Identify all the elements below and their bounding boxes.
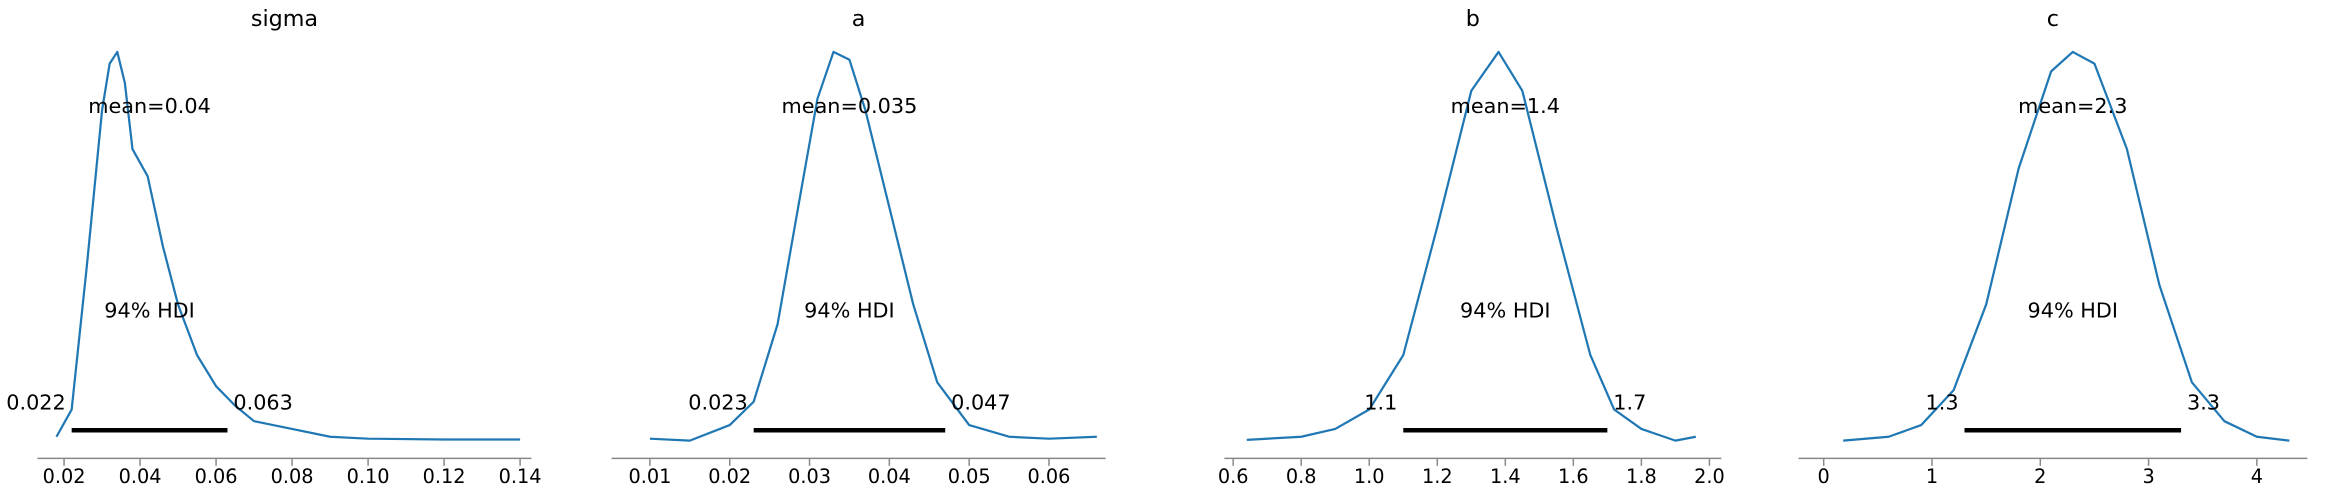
hdi-low-label: 0.022: [6, 391, 65, 415]
hdi-label: 94% HDI: [2028, 299, 2118, 323]
x-tick-label: 0.06: [195, 465, 238, 488]
hdi-high-label: 0.063: [233, 391, 292, 415]
x-tick-label: 2: [2034, 465, 2046, 488]
density-curve: [1246, 50, 1697, 442]
x-tick-label: 0.08: [271, 465, 314, 488]
mean-label: mean=1.4: [1451, 94, 1560, 118]
x-tick-label: 1.8: [1626, 465, 1657, 488]
x-tick-label: 0: [1818, 465, 1830, 488]
x-tick-label: 0.12: [423, 465, 466, 488]
x-tick-label: 3: [2142, 465, 2154, 488]
x-tick-label: 0.14: [499, 465, 542, 488]
panel-title: a: [852, 6, 866, 32]
x-tick-label: 0.10: [347, 465, 390, 488]
density-curve: [1843, 50, 2290, 442]
density-curve: [649, 50, 1097, 442]
hdi-low-label: 0.023: [688, 391, 747, 415]
x-tick-label: 1.4: [1490, 465, 1521, 488]
x-tick-label: 0.04: [119, 465, 162, 488]
x-tick-label: 1.6: [1558, 465, 1589, 488]
panel-title: c: [2047, 6, 2059, 32]
x-tick-label: 0.8: [1286, 465, 1317, 488]
x-tick-label: 4: [2251, 465, 2263, 488]
hdi-label: 94% HDI: [1460, 299, 1551, 323]
hdi-low-label: 1.3: [1926, 391, 1959, 415]
mean-label: mean=2.3: [2018, 94, 2127, 118]
x-tick-label: 0.06: [1028, 465, 1071, 488]
x-tick-label: 0.05: [948, 465, 991, 488]
x-tick-label: 0.02: [43, 465, 86, 488]
hdi-low-label: 1.1: [1364, 391, 1397, 415]
x-tick-label: 0.02: [708, 465, 751, 488]
hdi-label: 94% HDI: [104, 299, 195, 323]
density-curve: [55, 50, 521, 441]
mean-label: mean=0.04: [88, 94, 211, 118]
panel-title: sigma: [251, 6, 318, 32]
x-tick-label: 1.0: [1354, 465, 1385, 488]
hdi-high-label: 1.7: [1613, 391, 1646, 415]
x-tick-label: 0.04: [868, 465, 911, 488]
x-tick-label: 0.03: [788, 465, 831, 488]
x-tick-label: 1: [1926, 465, 1938, 488]
x-tick-label: 0.6: [1218, 465, 1249, 488]
mean-label: mean=0.035: [782, 94, 918, 118]
panel-title: b: [1466, 6, 1480, 32]
hdi-high-label: 0.047: [951, 391, 1010, 415]
x-tick-label: 2.0: [1694, 465, 1725, 488]
hdi-label: 94% HDI: [804, 299, 894, 323]
x-tick-label: 0.01: [628, 465, 671, 488]
hdi-high-label: 3.3: [2187, 391, 2220, 415]
x-tick-label: 1.2: [1422, 465, 1453, 488]
